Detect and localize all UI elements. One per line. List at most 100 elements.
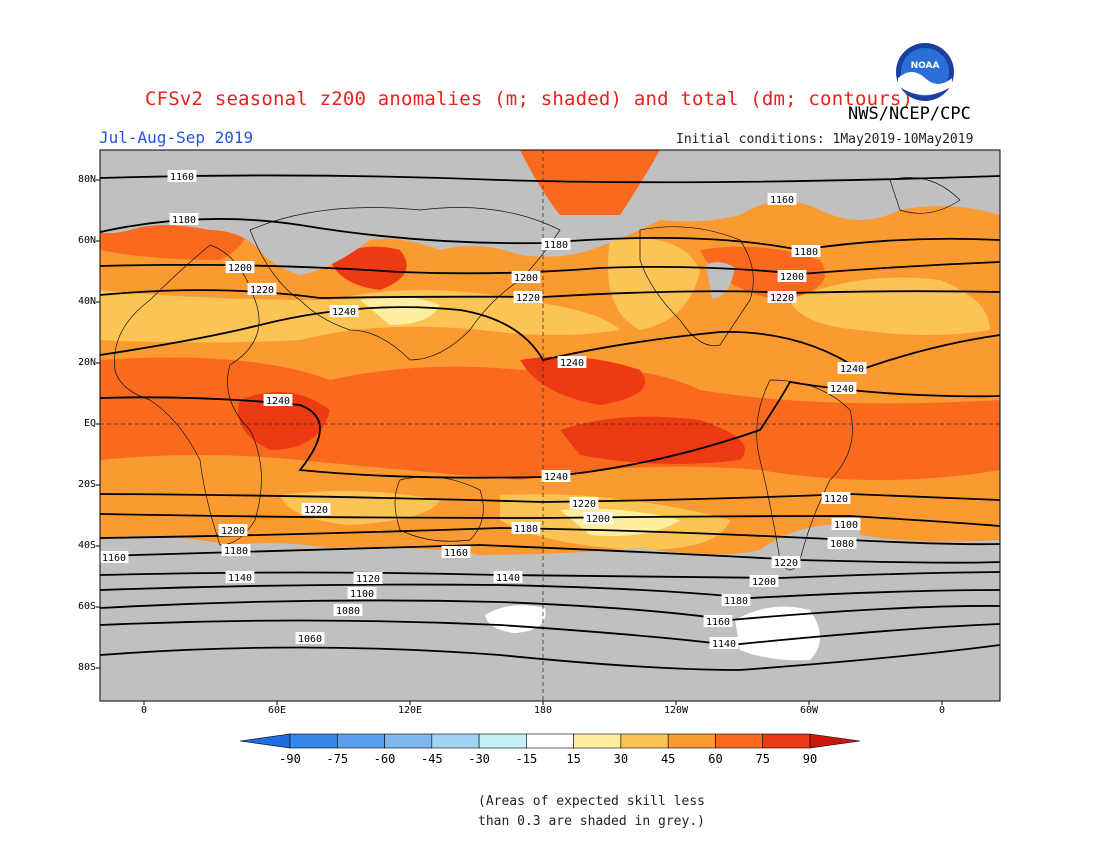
contour-label-box: [225, 571, 255, 583]
contour-label: 1200: [752, 577, 776, 588]
lon-label-0-east: 0: [938, 705, 946, 716]
contour-label: 1180: [172, 215, 196, 226]
contour-label-box: [831, 518, 861, 530]
map-panel: [100, 150, 1000, 701]
colorbar-segment: [526, 733, 574, 749]
map-title: CFSv2 seasonal z200 anomalies (m; shaded…: [145, 88, 914, 110]
contour-label: 1220: [304, 505, 328, 516]
lon-label-120e: 120E: [397, 705, 423, 716]
contour-label-box: [511, 522, 541, 534]
contour-label-box: [493, 571, 523, 583]
lat-label-60n: 60N: [77, 235, 96, 246]
contour-label-box: [221, 544, 251, 556]
contour-label: 1140: [228, 573, 252, 584]
agency-label: NWS/NCEP/CPC: [848, 104, 971, 124]
colorbar-tick-label: -90: [279, 752, 301, 766]
contour-label-box: [513, 291, 543, 303]
skill-note: (Areas of expected skill less than 0.3 a…: [478, 794, 705, 829]
contour-label-box: [777, 270, 807, 282]
colorbar-left-arrow: [239, 733, 291, 749]
contour-label-box: [709, 637, 739, 649]
contour-label-box: [557, 356, 587, 368]
contour-label: 1240: [830, 384, 854, 395]
contour-label: 1220: [774, 558, 798, 569]
contour-label: 1180: [514, 524, 538, 535]
contour-label-box: [295, 632, 325, 644]
lon-label-60w: 60W: [799, 705, 819, 716]
contour-label: 1240: [266, 396, 290, 407]
colorbar-segment: [384, 733, 433, 749]
lat-label-20s: 20S: [77, 479, 96, 490]
colorbar-tick-label: 45: [660, 752, 676, 766]
contour-label-box: [827, 537, 857, 549]
contour-label: 1140: [712, 639, 736, 650]
colorbar-tick-label: 15: [566, 752, 581, 766]
season-label: Jul-Aug-Sep 2019: [99, 128, 254, 147]
contour-label-box: [703, 615, 733, 627]
lon-label-180: 180: [533, 705, 553, 716]
contour-label-box: [541, 238, 571, 250]
contour-label: 1120: [356, 574, 380, 585]
contour-label: 1220: [572, 499, 596, 510]
contour-label-box: [301, 503, 331, 515]
contour-label-box: [247, 283, 277, 295]
colorbar-tick-label: -45: [420, 752, 443, 766]
colorbar-segment: [478, 733, 527, 749]
lat-label-80n: 80N: [77, 174, 96, 185]
colorbar-segment: [667, 733, 716, 749]
contour-label: 1160: [444, 548, 468, 559]
contour-label: 1240: [544, 472, 568, 483]
contour-label-group: 1160 1180 1200 1220 1240 1240 1240 1240 1180 1200…: [99, 170, 867, 650]
contour-label-box: [347, 587, 377, 599]
lat-label-20n: 20N: [77, 357, 96, 368]
contour-label: 1200: [780, 272, 804, 283]
contour-label-box: [837, 362, 867, 374]
contour-label-box: [329, 305, 359, 317]
lat-label-40s: 40S: [77, 540, 96, 551]
contour-label: 1180: [724, 596, 748, 607]
contour-label: 1160: [170, 172, 194, 183]
colorbar-segment: [715, 733, 764, 749]
colorbar-segment: [336, 733, 385, 749]
colorbar-segment: [762, 733, 811, 749]
contour-label: 1080: [830, 539, 854, 550]
colorbar-right-arrow: [809, 733, 861, 749]
colorbar-tick-label: -75: [326, 752, 349, 766]
contour-label: 1080: [336, 606, 360, 617]
contour-label-box: [827, 382, 857, 394]
colorbar-tick-label: 30: [613, 752, 629, 766]
colorbar-segment: [431, 733, 480, 749]
colorbar-segment: [573, 733, 622, 749]
colorbar-tick-label: -30: [468, 752, 490, 766]
contour-label: 1220: [770, 293, 794, 304]
contour-label: 1200: [221, 526, 245, 537]
contour-label-box: [353, 572, 383, 584]
colorbar-tick-label: 60: [708, 752, 723, 766]
contour-label: 1240: [332, 307, 356, 318]
lat-label-40n: 40N: [77, 296, 96, 307]
colorbar: [239, 733, 861, 749]
colorbar-tick-label: 75: [755, 752, 770, 766]
contour-label-box: [821, 492, 851, 504]
contour-label: 1120: [824, 494, 848, 505]
contour-label: 1100: [834, 520, 858, 531]
contour-label-box: [169, 213, 199, 225]
contour-label-box: [263, 394, 293, 406]
noaa-logo-text: NOAA: [911, 61, 940, 71]
contour-label: 1200: [586, 514, 610, 525]
contour-label: 1100: [350, 589, 374, 600]
colorbar-segment: [289, 733, 338, 749]
contour-label-box: [767, 193, 797, 205]
contour-label-box: [218, 524, 248, 536]
contour-label: 1220: [250, 285, 274, 296]
initial-conditions-label: Initial conditions: 1May2019-10May2019: [676, 132, 974, 147]
contour-label-box: [749, 575, 779, 587]
lat-label-eq: EQ: [83, 418, 96, 429]
colorbar-tick-label: -60: [373, 752, 396, 766]
colorbar-tick-label: -15: [515, 752, 538, 766]
contour-label-box: [583, 512, 613, 524]
contour-label: 1160: [770, 195, 794, 206]
noaa-logo: NOAA: [896, 43, 954, 101]
contour-label: 1180: [544, 240, 568, 251]
